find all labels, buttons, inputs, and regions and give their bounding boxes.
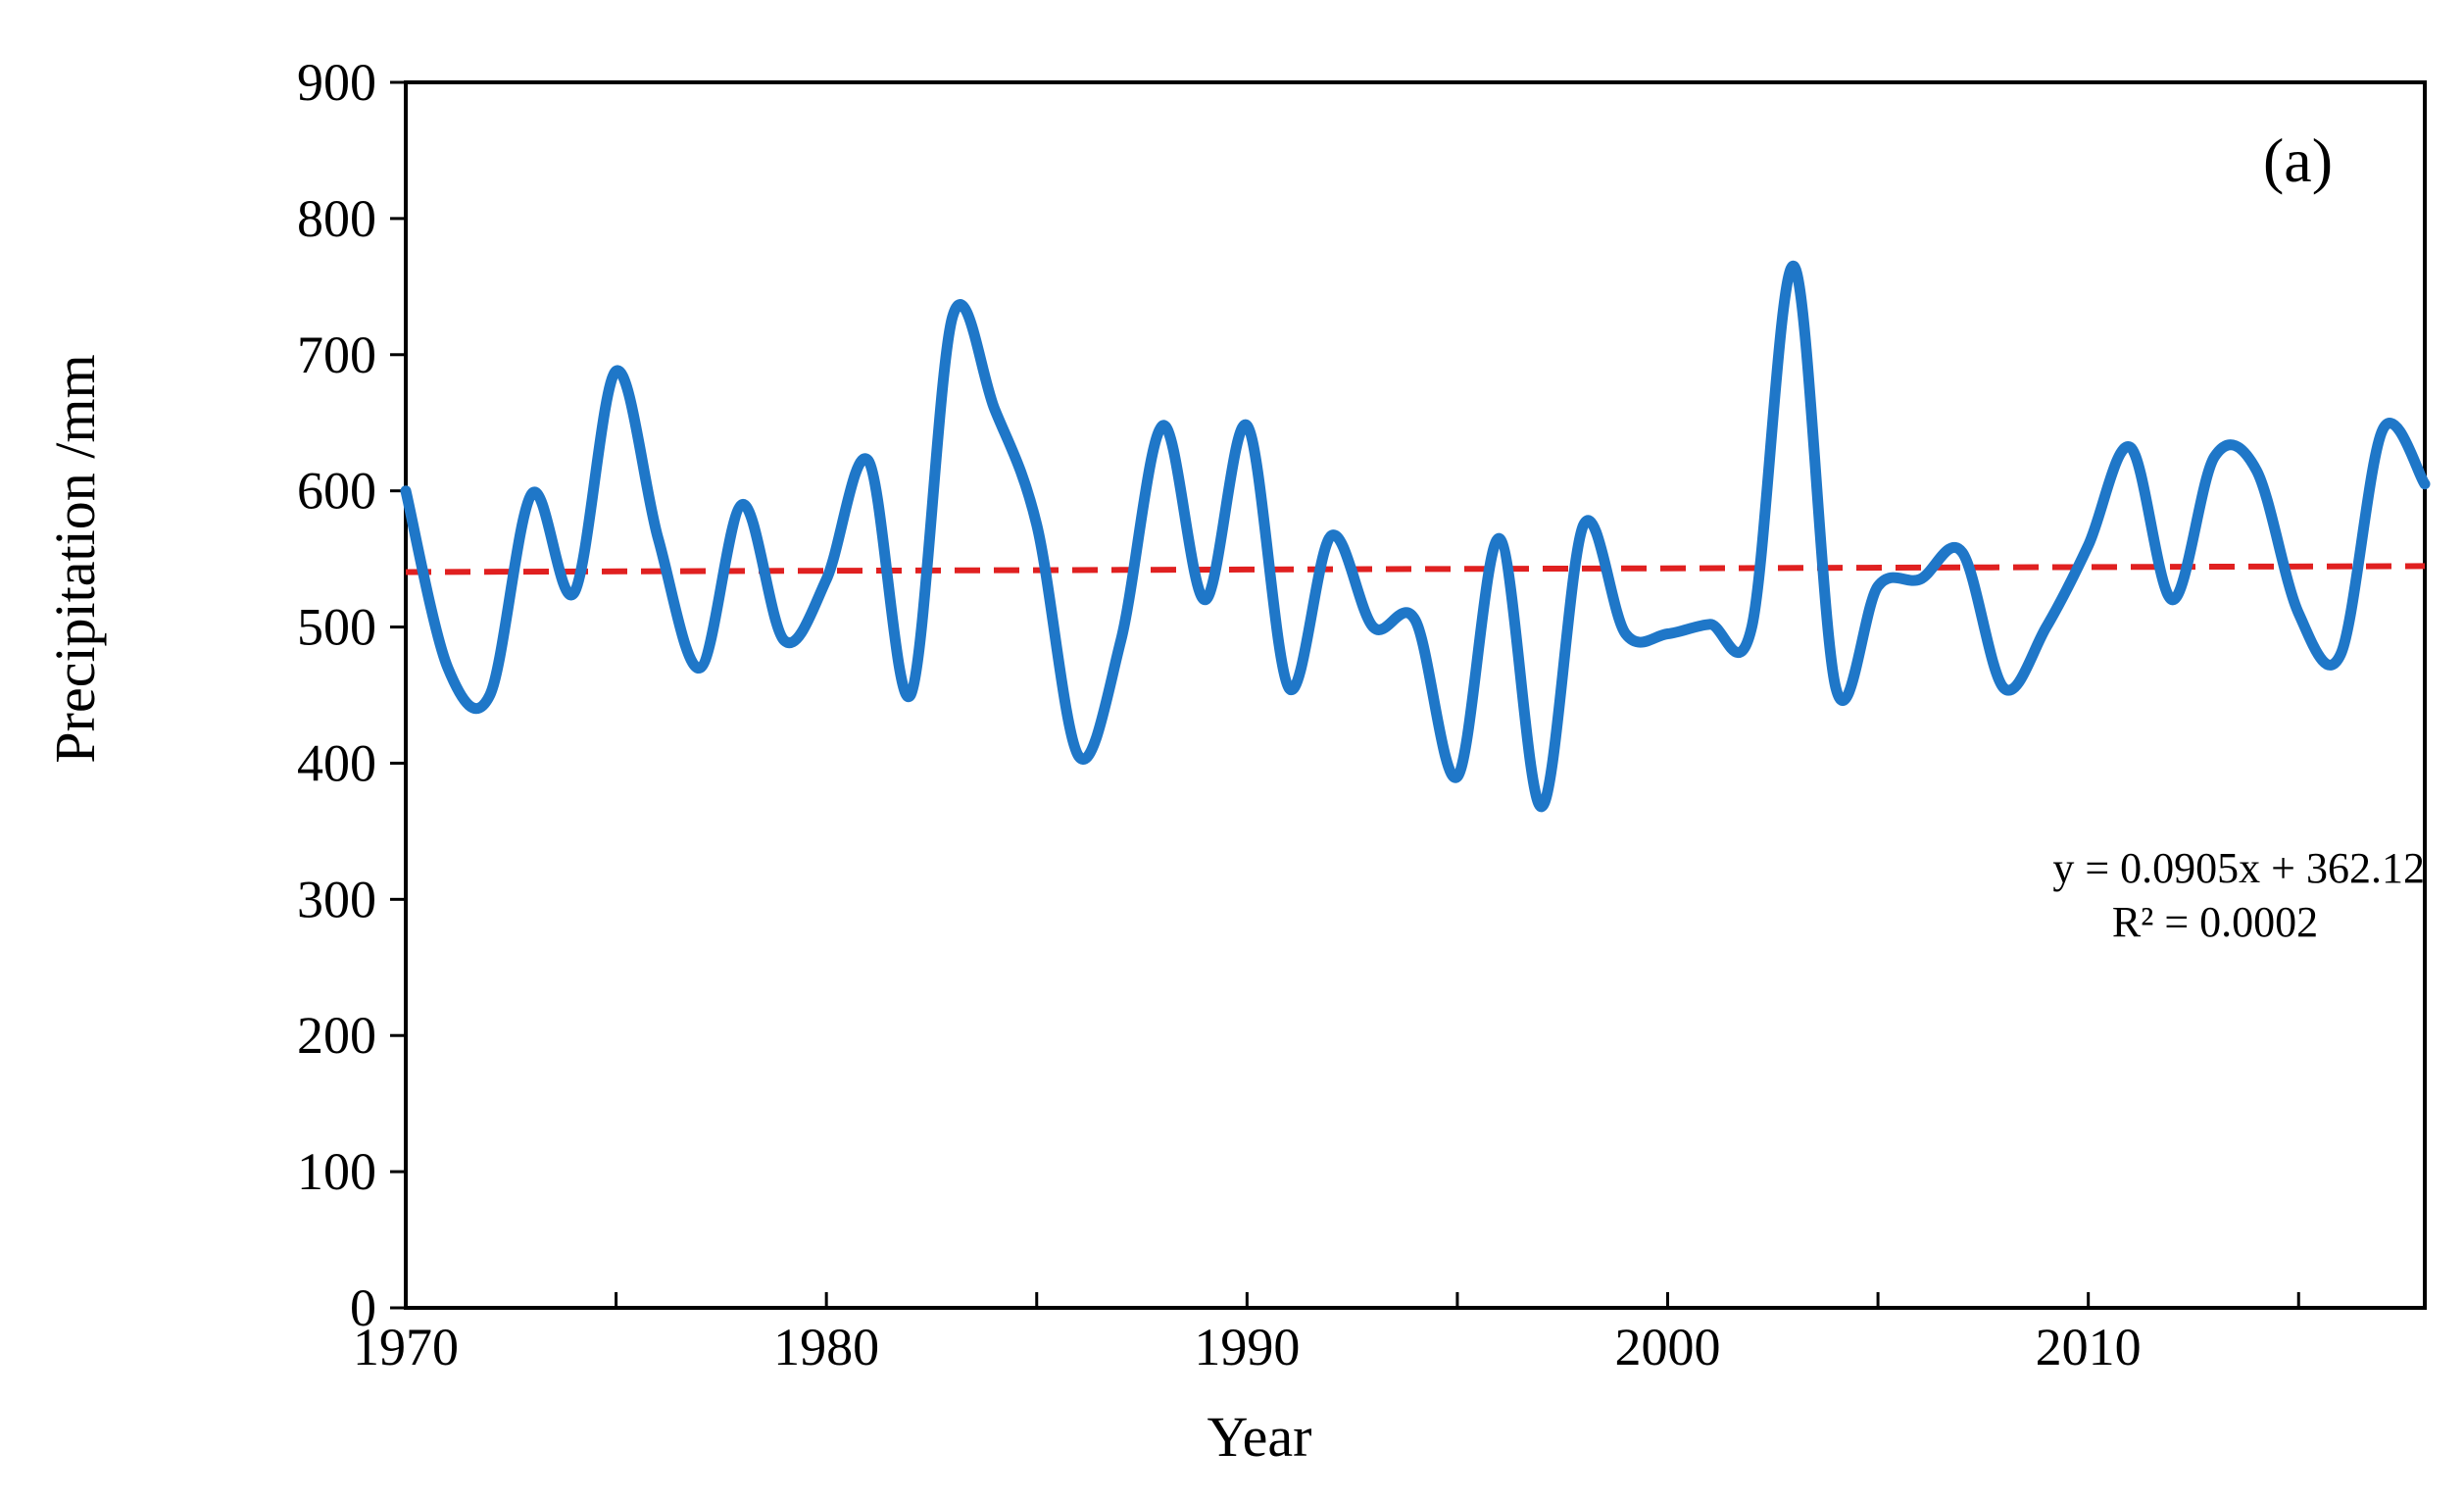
y-tick-label: 900: [297, 53, 376, 112]
y-tick-label: 200: [297, 1006, 376, 1065]
y-axis-tick-labels: 0 100 200 300 400 500 600 700 800 900: [297, 53, 376, 1337]
x-tick-label: 2000: [1615, 1318, 1721, 1376]
x-axis-ticks: [404, 1292, 2300, 1308]
y-tick-label: 0: [350, 1278, 376, 1337]
x-axis-title: Year: [1207, 1405, 1312, 1469]
x-tick-label: 1970: [353, 1318, 459, 1376]
trendline: [405, 563, 2426, 575]
series-line: [400, 260, 2431, 813]
trend-r-squared: R² = 0.0002: [2112, 898, 2318, 946]
y-tick-label: 300: [297, 870, 376, 928]
y-tick-label: 400: [297, 733, 376, 792]
plot-frame: [404, 80, 2427, 1310]
x-tick-label: 2010: [2036, 1318, 2142, 1376]
y-tick-label: 800: [297, 189, 376, 248]
y-axis-title: Precipitation /mm: [43, 354, 107, 763]
y-tick-label: 700: [297, 325, 376, 384]
y-tick-label: 500: [297, 598, 376, 657]
panel-label: (a): [2263, 125, 2333, 195]
y-tick-label: 600: [297, 462, 376, 521]
trend-equation: y = 0.0905x + 362.12: [2052, 844, 2425, 892]
y-tick-label: 100: [297, 1142, 376, 1201]
x-tick-label: 1990: [1194, 1318, 1300, 1376]
y-axis-ticks: [390, 80, 406, 1310]
x-axis-tick-labels: 1970 1980 1990 2000 2010: [353, 1318, 2142, 1376]
x-tick-label: 1980: [773, 1318, 879, 1376]
